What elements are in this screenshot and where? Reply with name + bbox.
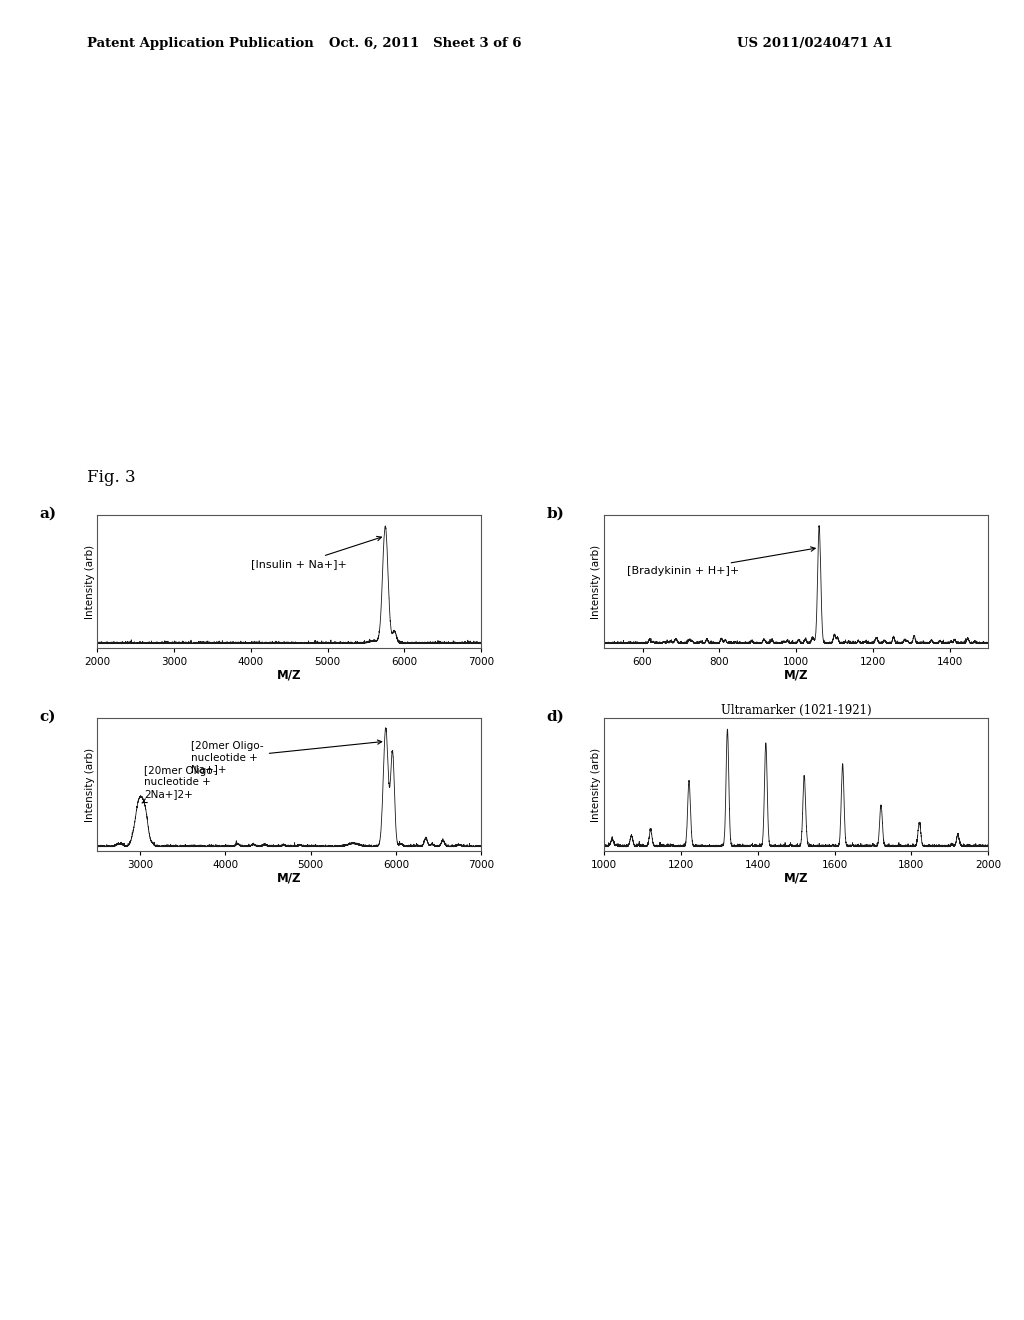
Text: Patent Application Publication: Patent Application Publication bbox=[87, 37, 313, 50]
X-axis label: M/Z: M/Z bbox=[784, 669, 808, 682]
Title: Ultramarker (1021-1921): Ultramarker (1021-1921) bbox=[721, 704, 871, 717]
Text: Fig. 3: Fig. 3 bbox=[87, 469, 135, 486]
Text: [Insulin + Na+]+: [Insulin + Na+]+ bbox=[251, 536, 382, 569]
Y-axis label: Intensity (arb): Intensity (arb) bbox=[592, 747, 601, 821]
Text: [20mer Oligo-
nucleotide +
Na+]+: [20mer Oligo- nucleotide + Na+]+ bbox=[191, 741, 382, 775]
X-axis label: M/Z: M/Z bbox=[278, 669, 301, 682]
Text: a): a) bbox=[40, 507, 56, 521]
Y-axis label: Intensity (arb): Intensity (arb) bbox=[85, 545, 94, 619]
Y-axis label: Intensity (arb): Intensity (arb) bbox=[85, 747, 94, 821]
Text: d): d) bbox=[547, 710, 564, 723]
Text: b): b) bbox=[547, 507, 564, 521]
X-axis label: M/Z: M/Z bbox=[278, 871, 301, 884]
Text: c): c) bbox=[40, 710, 56, 723]
Y-axis label: Intensity (arb): Intensity (arb) bbox=[592, 545, 601, 619]
Text: US 2011/0240471 A1: US 2011/0240471 A1 bbox=[737, 37, 893, 50]
Text: Oct. 6, 2011   Sheet 3 of 6: Oct. 6, 2011 Sheet 3 of 6 bbox=[329, 37, 521, 50]
Text: [Bradykinin + H+]+: [Bradykinin + H+]+ bbox=[627, 546, 815, 576]
Text: [20mer Oligo-
nucleotide +
2Na+]2+: [20mer Oligo- nucleotide + 2Na+]2+ bbox=[142, 766, 217, 803]
X-axis label: M/Z: M/Z bbox=[784, 871, 808, 884]
